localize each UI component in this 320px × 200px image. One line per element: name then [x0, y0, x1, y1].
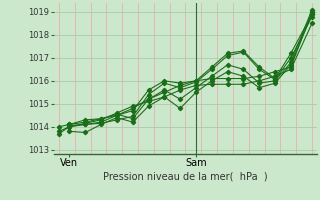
X-axis label: Pression niveau de la mer(  hPa  ): Pression niveau de la mer( hPa ) — [103, 171, 268, 181]
